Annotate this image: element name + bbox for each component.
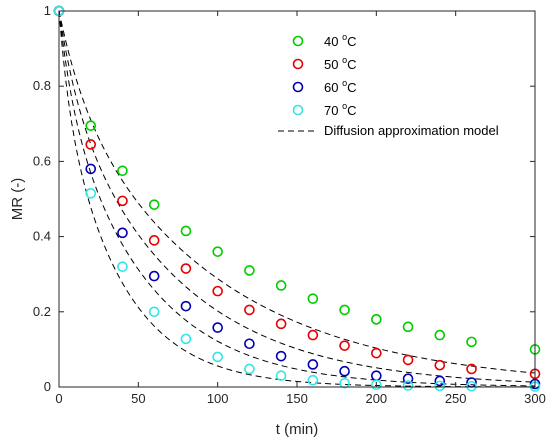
- data-point: [466, 380, 477, 392]
- legend-marker: [292, 58, 304, 70]
- data-point: [275, 370, 287, 382]
- data-point: [275, 280, 287, 291]
- data-point: [212, 285, 223, 297]
- legend-model-label: Diffusion approximation model: [324, 123, 499, 138]
- data-point: [339, 304, 350, 316]
- legend-label: 40 oC: [324, 32, 356, 49]
- data-point: [212, 351, 223, 363]
- x-tick-label: 250: [445, 391, 467, 406]
- y-tick-label: 0.2: [33, 304, 51, 319]
- legend-label: 50 oC: [324, 55, 356, 72]
- data-point: [148, 270, 160, 282]
- y-tick-label: 0.6: [33, 153, 51, 168]
- model-curve: [58, 10, 536, 374]
- y-axis-label: MR (-): [9, 178, 26, 220]
- x-tick-label: 200: [365, 391, 387, 406]
- y-tick-label: 0.4: [33, 229, 51, 244]
- data-point: [434, 359, 446, 371]
- data-point: [244, 265, 255, 276]
- y-tick-label: 1: [44, 3, 51, 18]
- data-point: [85, 139, 97, 150]
- y-tick-label: 0: [44, 379, 51, 394]
- data-point: [307, 329, 319, 341]
- data-point: [85, 188, 97, 199]
- data-point: [275, 350, 287, 362]
- plot-background: [59, 11, 535, 387]
- data-point: [339, 340, 350, 351]
- data-point: [466, 336, 477, 348]
- data-point: [434, 329, 446, 341]
- x-tick-label: 100: [207, 391, 229, 406]
- legend-label: 60 oC: [324, 78, 356, 95]
- data-point: [275, 318, 287, 330]
- data-point: [180, 300, 192, 312]
- legend-label: 70 oC: [324, 101, 356, 118]
- x-tick-label: 50: [131, 391, 145, 406]
- data-point: [307, 359, 319, 370]
- data-point: [434, 380, 446, 392]
- legend-marker: [292, 81, 304, 93]
- x-tick-label: 300: [524, 391, 546, 406]
- y-axis-ticks: 0 0.2 0.4 0.6 0.8 1: [33, 3, 535, 394]
- x-tick-label: 150: [286, 391, 308, 406]
- legend: 40 oC 50 oC 60 oC 70 oC Diffusion approximat…: [278, 32, 499, 138]
- data-point: [180, 225, 192, 237]
- data-point: [402, 373, 414, 385]
- data-point: [148, 235, 160, 246]
- x-axis-label: t (min): [276, 421, 319, 438]
- data-point: [117, 195, 128, 207]
- legend-marker: [292, 35, 304, 47]
- data-point: [117, 261, 128, 272]
- data-point: [371, 347, 382, 359]
- data-point: [402, 380, 414, 391]
- data-point: [371, 314, 382, 325]
- data-point: [212, 322, 223, 333]
- data-point: [307, 374, 319, 386]
- data-point: [148, 306, 160, 318]
- model-curve: [58, 10, 536, 383]
- x-tick-label: 0: [55, 391, 62, 406]
- x-axis-ticks: 0 50 100 150 200 250 300: [55, 11, 546, 406]
- data-point: [212, 246, 223, 257]
- data-point: [371, 379, 382, 391]
- data-point: [117, 227, 128, 239]
- data-point: [85, 120, 97, 131]
- data-point: [339, 365, 350, 377]
- data-point: [117, 165, 128, 177]
- data-point: [434, 375, 446, 387]
- legend-marker: [292, 104, 304, 116]
- series-markers-1: [53, 5, 541, 380]
- data-point: [148, 199, 160, 210]
- series-markers-2: [53, 5, 541, 390]
- data-point: [466, 363, 477, 375]
- y-tick-label: 0.8: [33, 78, 51, 93]
- data-point: [402, 321, 414, 333]
- data-point: [244, 304, 255, 316]
- data-point: [402, 354, 414, 366]
- data-point: [85, 163, 97, 175]
- data-point: [244, 363, 255, 375]
- data-point: [244, 338, 255, 350]
- data-point: [180, 333, 192, 345]
- data-point: [180, 263, 192, 274]
- data-point: [307, 293, 319, 304]
- data-point: [339, 377, 350, 389]
